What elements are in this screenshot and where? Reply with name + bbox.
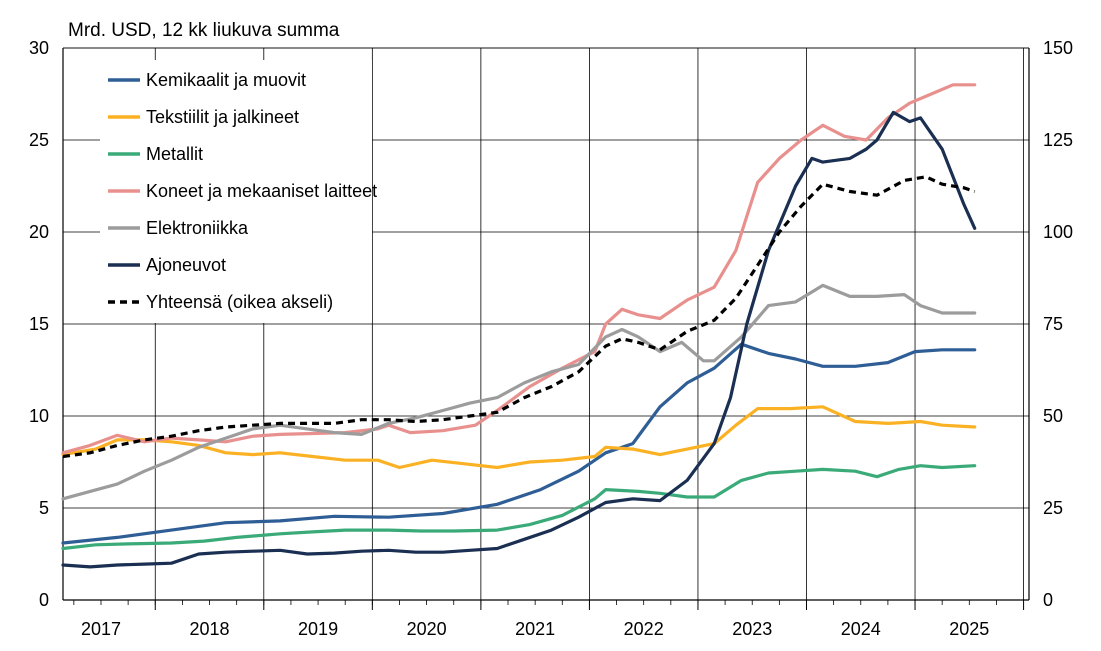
- x-tick-label: 2020: [407, 619, 447, 639]
- y-left-tick-label: 0: [39, 590, 49, 610]
- y-left-tick-label: 15: [29, 314, 49, 334]
- grid-lines: [63, 47, 1029, 600]
- x-tick-label: 2024: [841, 619, 881, 639]
- series-line-2: [61, 405, 977, 470]
- y-left-tick-label: 30: [29, 38, 49, 58]
- y-right-tick-label: 100: [1043, 222, 1073, 242]
- x-axis-ticks: 2017 2018 2019 2020 2021 2022 2023 2024 2025: [81, 619, 989, 639]
- y-left-tick-label: 20: [29, 222, 49, 242]
- x-tick-label: 2021: [515, 619, 555, 639]
- y-left-tick-label: 10: [29, 406, 49, 426]
- axes: [62, 47, 1030, 610]
- legend-label: Metallit: [146, 144, 203, 164]
- legend-label: Ajoneuvot: [146, 255, 226, 275]
- legend-label: Kemikaalit ja muovit: [146, 70, 306, 90]
- series-lines: [61, 83, 977, 569]
- legend-label: Elektroniikka: [146, 218, 249, 238]
- legend: Kemikaalit ja muovit Tekstiilit ja jalkin…: [100, 60, 377, 323]
- x-tick-label: 2019: [298, 619, 338, 639]
- y-right-tick-label: 25: [1043, 498, 1063, 518]
- x-tick-label: 2017: [81, 619, 121, 639]
- x-tick-label: 2022: [624, 619, 664, 639]
- x-tick-label: 2023: [732, 619, 772, 639]
- legend-label: Yhteensä (oikea akseli): [146, 292, 333, 312]
- unit-label: Mrd. USD, 12 kk liukuva summa: [68, 20, 340, 41]
- y-left-tick-label: 5: [39, 498, 49, 518]
- series-line-1: [61, 342, 977, 545]
- y-right-tick-label: 75: [1043, 314, 1063, 334]
- series-line-7: [62, 175, 976, 459]
- y-right-tick-label: 50: [1043, 406, 1063, 426]
- y-right-tick-label: 0: [1043, 590, 1053, 610]
- legend-label: Koneet ja mekaaniset laitteet: [146, 181, 377, 201]
- series-line-4: [61, 83, 977, 455]
- left-axis-ticks: 0 5 10 15 20 25 30: [29, 38, 49, 610]
- x-tick-label: 2025: [949, 619, 989, 639]
- y-left-tick-label: 25: [29, 130, 49, 150]
- series-line-3: [61, 464, 977, 551]
- legend-background: [100, 60, 372, 323]
- series-line-6: [61, 110, 977, 569]
- legend-label: Tekstiilit ja jalkineet: [146, 107, 299, 127]
- right-axis-ticks: 0 25 50 75 100 125 150: [1043, 38, 1073, 610]
- x-tick-label: 2018: [190, 619, 230, 639]
- y-right-tick-label: 150: [1043, 38, 1073, 58]
- y-right-tick-label: 125: [1043, 130, 1073, 150]
- series-line-5: [61, 283, 977, 501]
